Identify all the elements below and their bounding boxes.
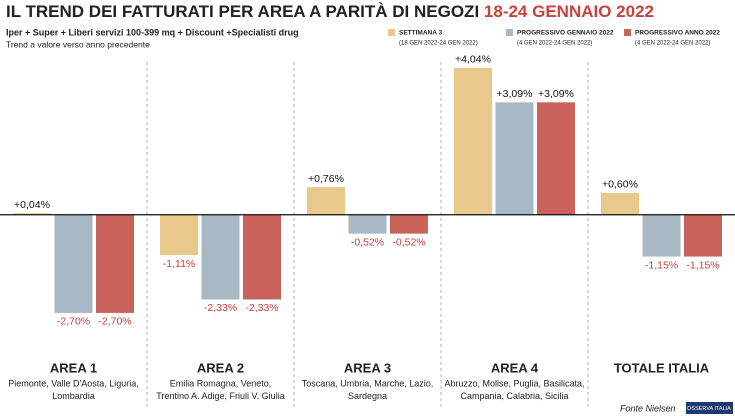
data-label: +0,76% bbox=[308, 173, 344, 185]
legend-swatch bbox=[624, 29, 631, 36]
category-detail: Emilia Romagna, Veneto, bbox=[170, 378, 272, 388]
data-label: -2,70% bbox=[57, 316, 90, 328]
bar bbox=[454, 67, 492, 215]
category-detail: Piemonte, Valle D'Aosta, Liguria, bbox=[8, 378, 139, 388]
data-label: -0,52% bbox=[351, 236, 384, 248]
data-label: +4,04% bbox=[455, 54, 491, 66]
legend-period: (4 GEN 2022-24 GEN 2022) bbox=[635, 41, 710, 47]
x-tick-label: AREA 3 bbox=[344, 360, 391, 375]
bar bbox=[307, 187, 345, 215]
data-label: +0,04% bbox=[14, 199, 50, 211]
bar bbox=[160, 214, 198, 256]
data-label: -2,33% bbox=[245, 302, 278, 314]
legend-period: (18 GEN 2022-24 GEN 2022) bbox=[399, 41, 478, 47]
bar bbox=[13, 213, 51, 215]
data-label: -2,70% bbox=[98, 316, 131, 328]
category-detail: Toscana, Umbria, Marche, Lazio, bbox=[302, 378, 434, 388]
category-detail: Trentino A. Adige, Friuli V. Giulia bbox=[156, 391, 284, 401]
logo-text: OSSERVA ITALIA bbox=[687, 406, 731, 412]
data-label: +0,60% bbox=[602, 179, 638, 191]
title-highlight: 18-24 GENNAIO 2022 bbox=[484, 2, 654, 21]
legend-label: PROGRESSIVO GENNAIO 2022 bbox=[517, 30, 614, 37]
bar bbox=[537, 102, 575, 215]
bar bbox=[243, 214, 281, 300]
subtitle: Iper + Super + Liberi servizi 100-399 mq… bbox=[6, 27, 299, 37]
data-label: +3,09% bbox=[538, 88, 574, 100]
bar bbox=[601, 192, 639, 215]
legend-label: PROGRESSIVO ANNO 2022 bbox=[635, 30, 720, 37]
title-main: IL TREND DEI FATTURATI PER AREA A PARITÀ… bbox=[6, 2, 479, 21]
data-label: -1,15% bbox=[645, 259, 678, 271]
bar bbox=[348, 214, 387, 234]
bar bbox=[54, 214, 93, 313]
data-label: -1,15% bbox=[686, 259, 719, 271]
bar bbox=[201, 214, 240, 300]
x-tick-label: TOTALE ITALIA bbox=[614, 360, 710, 375]
bar bbox=[642, 214, 681, 257]
x-tick-label: AREA 4 bbox=[491, 360, 539, 375]
bar bbox=[495, 102, 534, 215]
data-label: -1,11% bbox=[163, 258, 196, 270]
x-tick-label: AREA 1 bbox=[50, 360, 97, 375]
category-detail: Campania, Calabria, Sicilia bbox=[460, 391, 568, 401]
subtitle: Trend a valore verso anno precedente bbox=[6, 39, 150, 49]
category-detail: Lombardia bbox=[52, 391, 95, 401]
bar bbox=[390, 214, 428, 234]
data-label: +3,09% bbox=[497, 88, 533, 100]
legend-label: SETTIMANA 3 bbox=[399, 30, 442, 37]
x-tick-label: AREA 2 bbox=[197, 360, 244, 375]
legend-swatch bbox=[506, 29, 513, 36]
legend-swatch bbox=[388, 29, 395, 36]
category-detail: Sardegna bbox=[348, 391, 387, 401]
logo bbox=[686, 402, 733, 414]
bar bbox=[96, 214, 134, 313]
chart-title: IL TREND DEI FATTURATI PER AREA A PARITÀ… bbox=[6, 2, 654, 21]
legend-period: (4 GEN 2022-24 GEN 2022) bbox=[517, 41, 592, 47]
bar bbox=[684, 214, 722, 257]
data-label: -2,33% bbox=[204, 302, 237, 314]
category-detail: Abruzzo, Molise, Puglia, Basilicata, bbox=[444, 378, 584, 388]
source: Fonte Nielsen bbox=[620, 403, 676, 413]
data-label: -0,52% bbox=[392, 236, 425, 248]
